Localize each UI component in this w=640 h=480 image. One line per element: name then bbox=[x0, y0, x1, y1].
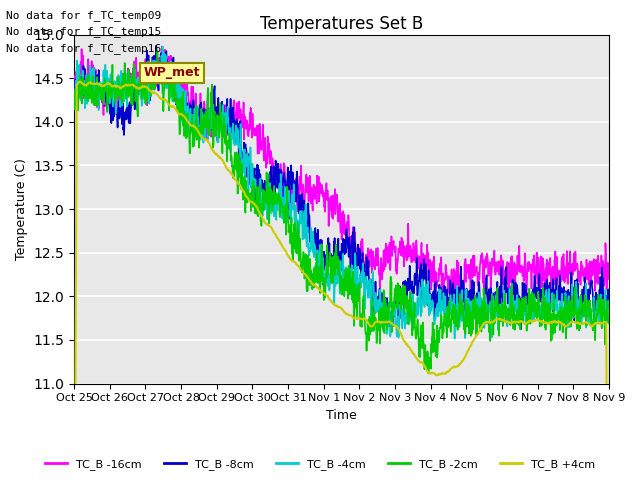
Text: No data for f_TC_temp09: No data for f_TC_temp09 bbox=[6, 10, 162, 21]
Text: WP_met: WP_met bbox=[143, 66, 200, 79]
Legend: TC_B -16cm, TC_B -8cm, TC_B -4cm, TC_B -2cm, TC_B +4cm: TC_B -16cm, TC_B -8cm, TC_B -4cm, TC_B -… bbox=[40, 455, 600, 474]
Text: No data for f_TC_temp16: No data for f_TC_temp16 bbox=[6, 43, 162, 54]
Title: Temperatures Set B: Temperatures Set B bbox=[260, 15, 423, 33]
Text: No data for f_TC_temp15: No data for f_TC_temp15 bbox=[6, 26, 162, 37]
X-axis label: Time: Time bbox=[326, 409, 357, 422]
Y-axis label: Temperature (C): Temperature (C) bbox=[15, 158, 28, 260]
